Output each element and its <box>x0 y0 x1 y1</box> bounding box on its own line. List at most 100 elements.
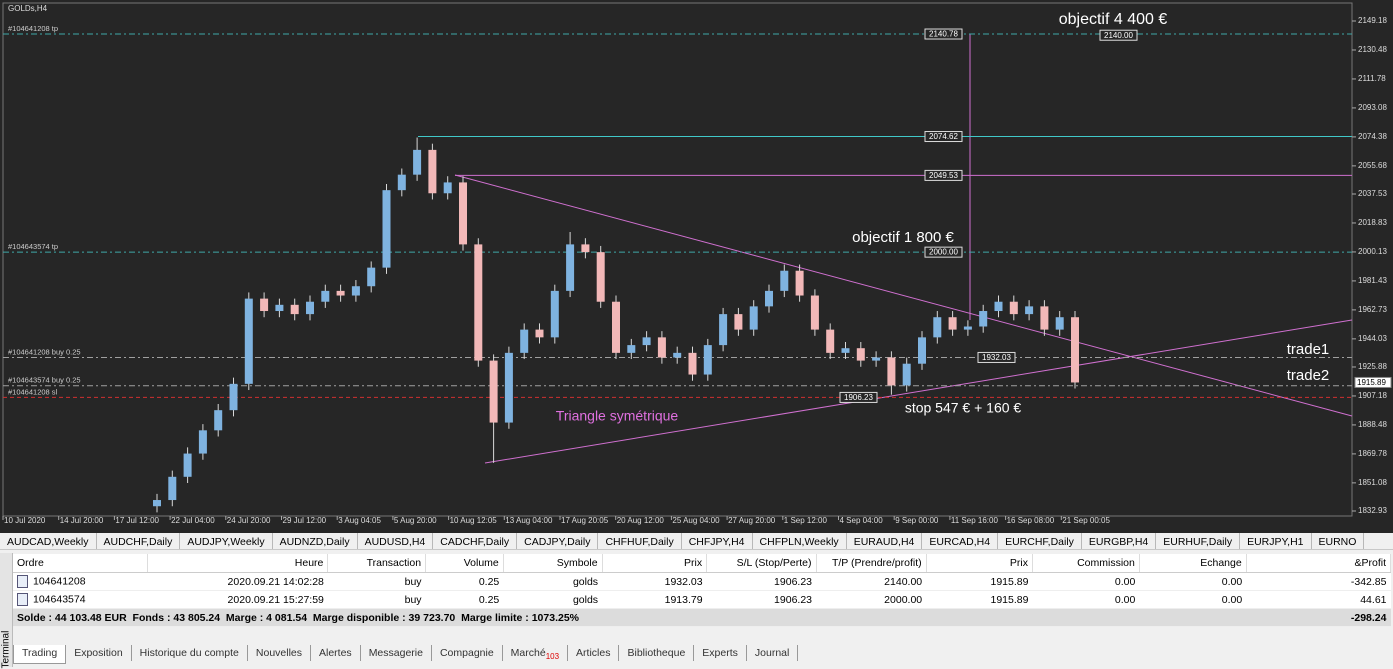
symbol-tab[interactable]: CHFPLN,Weekly <box>753 533 847 549</box>
bottom-tab[interactable]: Nouvelles <box>248 645 311 661</box>
cell: 2140.00 <box>816 572 927 591</box>
column-header: Volume <box>425 554 504 573</box>
y-tick-label: 1962.73 <box>1358 305 1387 314</box>
bottom-tab[interactable]: Compagnie <box>432 645 503 661</box>
trendline-upper <box>454 174 1353 417</box>
price-box <box>924 169 963 181</box>
column-header: Symbole <box>503 554 603 573</box>
order-label: #104641208 tp <box>8 24 58 33</box>
y-tick-label: 1981.43 <box>1358 276 1387 285</box>
symbol-tab[interactable]: AUDCHF,Daily <box>97 533 181 549</box>
y-tick-label: 1832.93 <box>1358 506 1387 515</box>
x-tick-label: 4 Sep 04:00 <box>840 516 884 525</box>
symbol-tab[interactable]: AUDUSD,H4 <box>358 533 434 549</box>
tab-label[interactable]: Exposition <box>74 647 123 659</box>
tab-label[interactable]: Historique du compte <box>139 647 239 659</box>
candle-body <box>749 306 758 330</box>
symbol-tab[interactable]: EURNO <box>1312 533 1365 549</box>
candle-body <box>856 348 865 361</box>
symbol-tab[interactable]: AUDNZD,Daily <box>273 533 358 549</box>
cell-text: golds <box>572 575 599 588</box>
symbol-tab[interactable]: AUDJPY,Weekly <box>180 533 273 549</box>
candle-body <box>703 345 712 375</box>
x-tick-label: 10 Aug 12:05 <box>450 516 498 525</box>
bottom-tab[interactable]: Journal <box>747 645 799 661</box>
symbol-tab[interactable]: EURJPY,H1 <box>1240 533 1312 549</box>
bottom-tab[interactable]: Marché103 <box>503 645 569 662</box>
candle-body <box>734 314 743 330</box>
bottom-tab[interactable]: Trading <box>13 645 67 664</box>
tab-label[interactable]: Messagerie <box>368 647 423 659</box>
column-header: T/P (Prendre/profit) <box>816 554 927 573</box>
candle-body <box>1025 306 1034 315</box>
tab-label[interactable]: Nouvelles <box>255 647 302 659</box>
symbol-tab[interactable]: CHFJPY,H4 <box>682 533 753 549</box>
bottom-tab[interactable]: Historique du compte <box>132 645 248 661</box>
candle-body <box>153 500 161 507</box>
cell-text: 0.00 <box>1221 593 1243 606</box>
cell-text: 1915.89 <box>990 575 1029 588</box>
candle-body <box>948 317 957 330</box>
candle-body <box>596 252 605 302</box>
bottom-tab[interactable]: Alertes <box>311 645 361 661</box>
cell-text: 2020.09.21 15:27:59 <box>227 593 324 606</box>
symbol-tab[interactable]: EURAUD,H4 <box>847 533 923 549</box>
symbol-tab[interactable]: CADCHF,Daily <box>433 533 518 549</box>
candle-body <box>351 286 360 296</box>
candle-body <box>382 190 391 268</box>
x-tick-label: 11 Sep 16:00 <box>951 516 999 525</box>
candle-body <box>260 298 269 312</box>
tab-label[interactable]: Bibliotheque <box>627 647 686 659</box>
bottom-tab[interactable]: Experts <box>694 645 747 661</box>
symbol-tab[interactable]: EURCHF,Daily <box>998 533 1082 549</box>
cell: golds <box>503 572 603 591</box>
order-row: 104641208 2020.09.21 14:02:28 buy 0.25 golds… <box>13 572 1391 591</box>
candle-body <box>566 244 575 291</box>
cell-text: golds <box>572 593 599 606</box>
plot-frame <box>2 2 1353 517</box>
price-box <box>1099 29 1138 41</box>
tab-label[interactable]: Experts <box>702 647 738 659</box>
tab-label[interactable]: Compagnie <box>439 647 494 659</box>
candle-body <box>474 244 483 361</box>
cell-text: -342.85 <box>1350 575 1387 588</box>
x-tick-label: 16 Sep 08:00 <box>1007 516 1055 525</box>
symbol-tab[interactable]: EURCAD,H4 <box>922 533 999 549</box>
symbol-tab[interactable]: AUDCAD,Weekly <box>0 533 97 549</box>
tab-label[interactable]: Marché <box>510 647 546 659</box>
tab-label[interactable]: Articles <box>576 647 611 659</box>
total: -298.24 <box>1246 608 1391 627</box>
symbol-tab[interactable]: CADJPY,Daily <box>517 533 599 549</box>
symbol-tab[interactable]: EURGBP,H4 <box>1082 533 1157 549</box>
column-header: Heure <box>147 554 329 573</box>
bottom-tab[interactable]: Messagerie <box>361 645 432 661</box>
order-row: 104643574 2020.09.21 15:27:59 buy 0.25 golds… <box>13 590 1391 609</box>
candle-body <box>841 348 850 353</box>
candle-body <box>902 363 911 386</box>
bottom-tab[interactable]: Articles <box>568 645 620 661</box>
cell-text: 1932.03 <box>664 575 703 588</box>
market-badge: 103 <box>545 652 560 662</box>
side-label: Terminal <box>0 630 12 669</box>
chart: GOLDs,H4 2149.18 2130.48 2111.78 2093.08 207… <box>0 0 1393 533</box>
cell-text: 44.61 <box>1360 593 1387 606</box>
x-tick-label: 14 Jul 20:00 <box>60 516 104 525</box>
y-tick-label: 2130.48 <box>1358 45 1387 54</box>
tab-label[interactable]: Journal <box>754 647 790 659</box>
symbol-tab[interactable]: CHFHUF,Daily <box>598 533 682 549</box>
summary: Solde : 44 103.48 EUR Fonds : 43 805.24 … <box>13 608 1247 627</box>
column-header: Prix <box>602 554 708 573</box>
bottom-tab[interactable]: Exposition <box>66 645 132 661</box>
candle-body <box>198 430 207 454</box>
symbol-tab[interactable]: EURHUF,Daily <box>1156 533 1241 549</box>
order-label: #104641208 buy 0.25 <box>8 347 81 356</box>
tab-label[interactable]: Alertes <box>319 647 352 659</box>
y-tick-label: 2018.83 <box>1358 218 1387 227</box>
cell: 44.61 <box>1246 590 1391 609</box>
cell: 0.00 <box>1139 590 1247 609</box>
bottom-tab[interactable]: Bibliotheque <box>619 645 695 661</box>
y-tick-label: 1944.03 <box>1358 334 1387 343</box>
candle-body <box>275 304 284 312</box>
tab-label[interactable]: Trading <box>22 647 58 659</box>
